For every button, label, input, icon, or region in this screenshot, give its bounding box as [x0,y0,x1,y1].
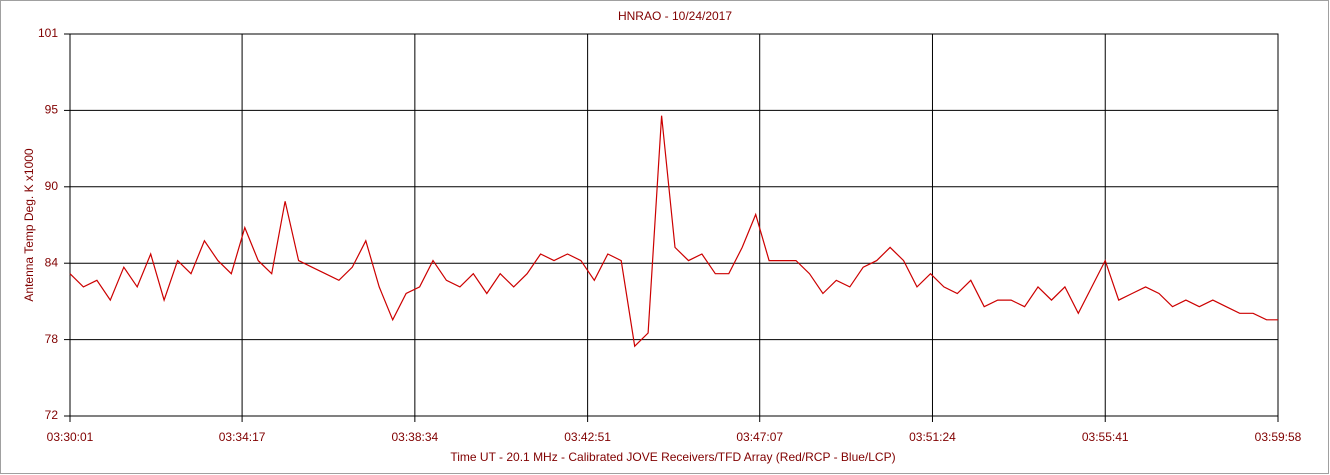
x-tick-label: 03:51:24 [909,430,956,444]
data-line [69,115,1278,348]
x-tick-label: 03:55:41 [1082,430,1129,444]
x-tick-label: 03:34:17 [219,430,266,444]
y-tick-label: 95 [45,103,59,117]
x-tick-label: 03:59:58 [1255,430,1302,444]
y-tick-label: 90 [45,179,59,193]
y-axis-label: Antenna Temp Deg. K x1000 [22,148,36,302]
y-tick-label: 101 [38,26,58,40]
x-tick-label: 03:47:07 [736,430,783,444]
x-tick-label: 03:30:01 [47,430,94,444]
y-tick-label: 72 [45,408,59,422]
x-tick-label: 03:38:34 [391,430,438,444]
chart-title: HNRAO - 10/24/2017 [618,9,732,23]
x-tick-label: 03:42:51 [564,430,611,444]
y-tick-label: 78 [45,332,59,346]
x-axis-label: Time UT - 20.1 MHz - Calibrated JOVE Rec… [450,450,895,464]
y-tick-label: 84 [45,255,59,269]
